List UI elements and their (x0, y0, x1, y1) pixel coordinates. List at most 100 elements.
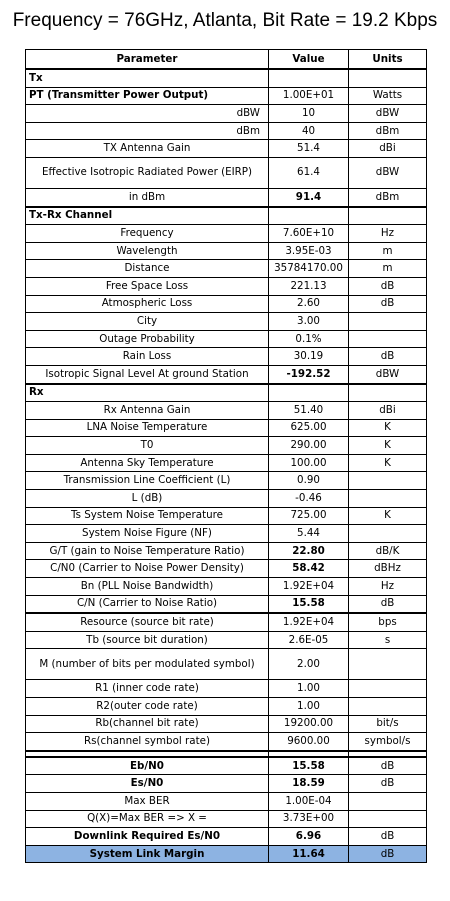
table-row: Atmospheric Loss 2.60 dB (26, 295, 427, 313)
row-units: s (349, 631, 427, 649)
row-value: 10 (269, 105, 349, 123)
table-row: System Noise Figure (NF) 5.44 (26, 525, 427, 543)
row-value: 1.00E-04 (269, 792, 349, 810)
row-units (349, 490, 427, 508)
row-value: 22.80 (269, 542, 349, 560)
row-units (349, 472, 427, 490)
row-value: -0.46 (269, 490, 349, 508)
table-row: Q(X)=Max BER => X = 3.73E+00 (26, 810, 427, 828)
row-parameter: Es/N0 (26, 775, 269, 793)
table-row: Effective Isotropic Radiated Power (EIRP… (26, 157, 427, 188)
row-units: Hz (349, 578, 427, 596)
row-value: 18.59 (269, 775, 349, 793)
row-value: 3.00 (269, 313, 349, 331)
table-row: C/N (Carrier to Noise Ratio) 15.58 dB (26, 595, 427, 613)
row-value: 221.13 (269, 277, 349, 295)
table-row: TX Antenna Gain 51.4 dBi (26, 140, 427, 158)
table-row: dBW 10 dBW (26, 105, 427, 123)
row-parameter: C/N0 (Carrier to Noise Power Density) (26, 560, 269, 578)
row-value: 0.1% (269, 330, 349, 348)
row-units: dBW (349, 105, 427, 123)
row-value: 51.40 (269, 402, 349, 420)
table-row: in dBm 91.4 dBm (26, 188, 427, 206)
row-units: dBHz (349, 560, 427, 578)
row-units: dB (349, 295, 427, 313)
row-units: dBm (349, 188, 427, 206)
row-parameter: TX Antenna Gain (26, 140, 269, 158)
table-row: Rs(channel symbol rate) 9600.00 symbol/s (26, 733, 427, 751)
row-parameter: G/T (gain to Noise Temperature Ratio) (26, 542, 269, 560)
row-units (349, 698, 427, 716)
table-row: Distance 35784170.00 m (26, 260, 427, 278)
table-row: Es/N0 18.59 dB (26, 775, 427, 793)
row-parameter: Resource (source bit rate) (26, 613, 269, 631)
table-row: Downlink Required Es/N0 6.96 dB (26, 828, 427, 846)
table-row: City 3.00 (26, 313, 427, 331)
row-parameter: T0 (26, 437, 269, 455)
row-units: dBi (349, 140, 427, 158)
row-value: 1.92E+04 (269, 578, 349, 596)
table-row: Isotropic Signal Level At ground Station… (26, 365, 427, 383)
row-units: dBi (349, 402, 427, 420)
row-parameter: Ts System Noise Temperature (26, 507, 269, 525)
table-row: Outage Probability 0.1% (26, 330, 427, 348)
row-value: 1.00E+01 (269, 87, 349, 105)
row-parameter: Downlink Required Es/N0 (26, 828, 269, 846)
row-parameter: Bn (PLL Noise Bandwidth) (26, 578, 269, 596)
row-units (349, 313, 427, 331)
table-row: Resource (source bit rate) 1.92E+04 bps (26, 613, 427, 631)
row-value: 15.58 (269, 757, 349, 775)
table-row: Rb(channel bit rate) 19200.00 bit/s (26, 715, 427, 733)
row-units: K (349, 419, 427, 437)
row-parameter: Rx Antenna Gain (26, 402, 269, 420)
row-units (349, 810, 427, 828)
table-row: Wavelength 3.95E-03 m (26, 242, 427, 260)
row-value: 3.95E-03 (269, 242, 349, 260)
row-units: dBW (349, 157, 427, 188)
table-row: Antenna Sky Temperature 100.00 K (26, 454, 427, 472)
table-row: L (dB) -0.46 (26, 490, 427, 508)
row-units (349, 525, 427, 543)
section-row-tx: Tx (26, 69, 427, 87)
row-units: K (349, 454, 427, 472)
row-units: dB (349, 757, 427, 775)
row-value: 290.00 (269, 437, 349, 455)
table-row: Ts System Noise Temperature 725.00 K (26, 507, 427, 525)
table-row: PT (Transmitter Power Output) 1.00E+01 W… (26, 87, 427, 105)
row-value: 15.58 (269, 595, 349, 613)
row-units: dB (349, 348, 427, 366)
table-row: G/T (gain to Noise Temperature Ratio) 22… (26, 542, 427, 560)
table-row: Rx Antenna Gain 51.40 dBi (26, 402, 427, 420)
row-value: 11.64 (269, 845, 349, 863)
header-units: Units (349, 50, 427, 70)
section-label-tx: Tx (26, 69, 269, 87)
row-value: 61.4 (269, 157, 349, 188)
row-units: symbol/s (349, 733, 427, 751)
link-budget-table-container: Parameter Value Units Tx PT (Transmitter… (25, 49, 426, 863)
row-units: dBW (349, 365, 427, 383)
table-row: M (number of bits per modulated symbol) … (26, 649, 427, 680)
row-value: 2.6E-05 (269, 631, 349, 649)
row-value: 35784170.00 (269, 260, 349, 278)
row-units: dB (349, 828, 427, 846)
row-value: 9600.00 (269, 733, 349, 751)
row-parameter: L (dB) (26, 490, 269, 508)
row-units: bit/s (349, 715, 427, 733)
row-units: dB (349, 775, 427, 793)
row-units: K (349, 437, 427, 455)
table-row-highlight: System Link Margin 11.64 dB (26, 845, 427, 863)
row-value: -192.52 (269, 365, 349, 383)
row-units: dB (349, 595, 427, 613)
row-parameter: Outage Probability (26, 330, 269, 348)
table-row: Transmission Line Coefficient (L) 0.90 (26, 472, 427, 490)
table-row: dBm 40 dBm (26, 122, 427, 140)
row-units: Hz (349, 225, 427, 243)
row-parameter: Rain Loss (26, 348, 269, 366)
row-value: 2.60 (269, 295, 349, 313)
header-parameter: Parameter (26, 50, 269, 70)
row-parameter: LNA Noise Temperature (26, 419, 269, 437)
row-parameter: PT (Transmitter Power Output) (26, 87, 269, 105)
row-value: 725.00 (269, 507, 349, 525)
row-units (349, 680, 427, 698)
row-value: 58.42 (269, 560, 349, 578)
